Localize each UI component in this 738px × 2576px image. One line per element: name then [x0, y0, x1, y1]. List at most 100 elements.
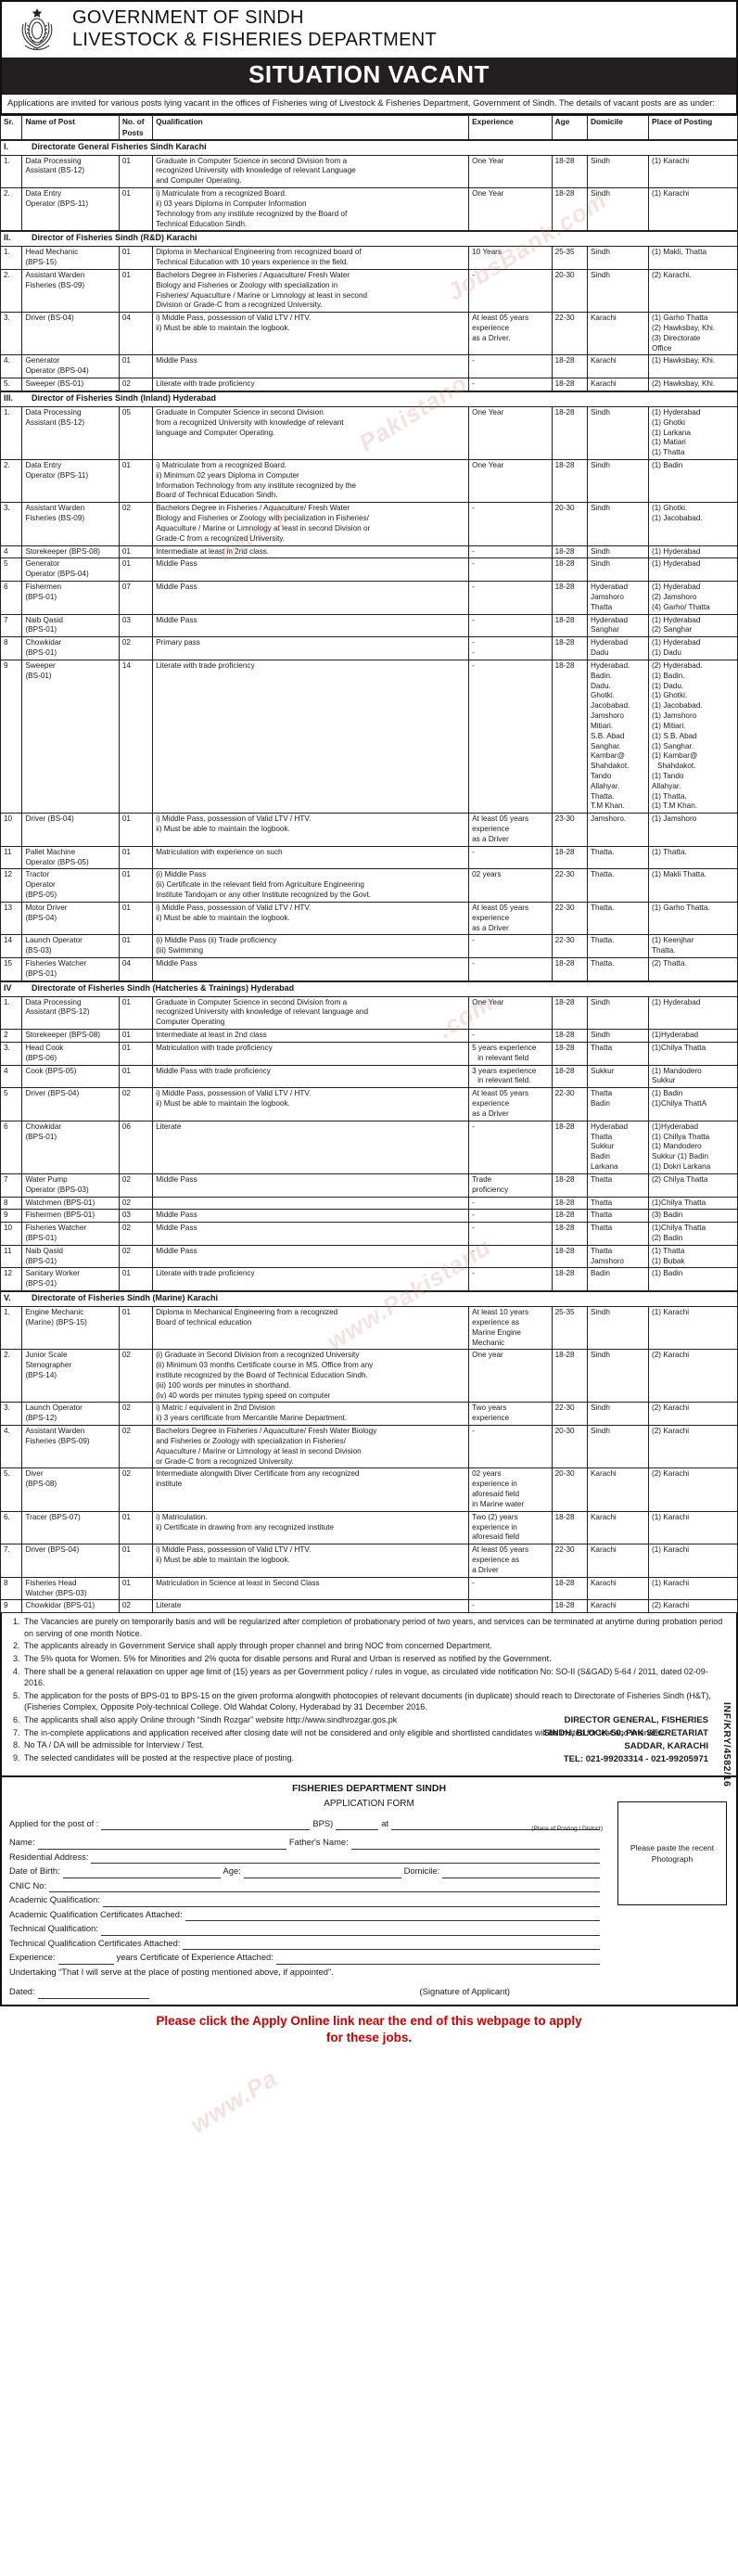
cell-experience: - [468, 1244, 553, 1269]
cell-qualification: Intermediate at least in 2nd class. [152, 545, 470, 559]
term-item: The applicants shall also apply Online t… [22, 1714, 729, 1726]
cell-place-of-posting: (1) Makli, Thatta [648, 246, 738, 270]
address-input[interactable] [91, 1853, 600, 1865]
cell-place-of-posting: (1) Badin [648, 1267, 738, 1292]
cell-experience: At least 05 years experience as a Driver. [468, 312, 553, 356]
cell-qualification: Middle Pass [152, 1244, 470, 1269]
cell-post-name: Generator Operator (BPS-04) [21, 557, 120, 583]
application-form: FISHERIES DEPARTMENT SINDH APPLICATION F… [0, 1776, 738, 2006]
cell-place-of-posting: (1) Thatta. [648, 845, 738, 870]
cell-no-of-posts: 01 [118, 1029, 154, 1043]
term-item: The selected candidates will be posted a… [22, 1752, 729, 1764]
place-of-posting-input[interactable] [391, 1820, 601, 1831]
cell-post-name: Head Mechanic (BPS-15) [21, 246, 120, 270]
cell-age: 18-28 [551, 187, 588, 232]
cell-domicile: Sindh [586, 1306, 650, 1351]
cell-place-of-posting: (1)Chilya Thatta (2) Badin [648, 1222, 738, 1246]
applied-for-input[interactable] [101, 1820, 311, 1831]
cell-qualification: i) Matriculate from a recognized Board. i… [152, 458, 470, 504]
org-line-2: LIVESTOCK & FISHERIES DEPARTMENT [72, 30, 438, 50]
situation-vacant-banner: SITUATION VACANT [0, 58, 738, 94]
vacancy-row: 8 Fisheries Head Watcher (BPS-03) 01 Matricu… [0, 1576, 738, 1601]
academic-qualification-input[interactable] [102, 1897, 600, 1907]
address-label: Residential Address: [9, 1851, 89, 1862]
domicile-input[interactable] [442, 1868, 601, 1878]
cell-experience: - [468, 1222, 553, 1246]
cnic-label: CNIC No: [9, 1879, 47, 1890]
cell-place-of-posting: (1) Mandodero Sukkur [648, 1064, 738, 1089]
vacancy-row: 4. Assistant Warden Fisheries (BPS-09) 02 Ba… [0, 1425, 738, 1469]
cell-qualification: Graduate in Computer Science in second D… [152, 995, 470, 1031]
cell-post-name: Driver (BPS-04) [21, 1087, 120, 1121]
cell-sr: 2. [0, 187, 23, 232]
cell-no-of-posts: 02 [118, 1467, 154, 1512]
academic-certificates-input[interactable] [184, 1911, 600, 1922]
cell-no-of-posts: 01 [118, 458, 154, 504]
technical-certificates-input[interactable] [183, 1940, 600, 1951]
cell-experience: - [468, 957, 553, 982]
dob-input[interactable] [62, 1868, 221, 1878]
experience-years-input[interactable] [57, 1954, 114, 1965]
cell-place-of-posting: (1) Karachi [648, 1306, 738, 1351]
name-input[interactable] [37, 1839, 286, 1850]
vacancy-row: 4 Cook (BPS-05) 01 Middle Pass with trade p… [0, 1064, 738, 1089]
cell-domicile: Hyderabad Thatta Sukkur Badin Larkana [586, 1120, 650, 1174]
term-item: There shall be a general relaxation on u… [22, 1666, 729, 1689]
cnic-row: CNIC No: [9, 1878, 603, 1893]
vacancy-row: 9 Chowkidar (BPS-01) 02 Literate -18-28 Karac… [0, 1599, 738, 1614]
cell-sr: 12 [0, 868, 23, 903]
cell-post-name: Chowkidar (BPS-01) [21, 636, 120, 660]
vacancy-row: 2. Junior Scale Stenographer (BPS-14) 02 (i) … [0, 1349, 738, 1403]
dated-input[interactable] [37, 1989, 149, 1999]
section-title: IV Directorate of Fisheries Sindh (Hatche… [0, 980, 738, 997]
cell-no-of-posts: 01 [118, 1306, 154, 1351]
cell-no-of-posts: 01 [118, 246, 154, 270]
cell-place-of-posting: (1) Thatta (1) Bubak [648, 1244, 738, 1269]
cell-post-name: Data Entry Operator (BPS-11) [21, 458, 120, 504]
cell-post-name: Assistant Warden Fisheries (BPS-09) [21, 1425, 120, 1469]
cell-experience: - [468, 659, 553, 814]
vacancy-row: 3. Assistant Warden Fisheries (BS-09) 02 Bac… [0, 502, 738, 546]
cell-age: 22-30 [551, 868, 588, 903]
section-header-row: V. Directorate of Fisheries Sindh (Marine… [0, 1290, 738, 1308]
cell-no-of-posts: 02 [118, 502, 154, 546]
cell-no-of-posts: 03 [118, 1209, 154, 1224]
cell-post-name: Junior Scale Stenographer (BPS-14) [21, 1349, 120, 1403]
cell-experience: - [468, 1576, 553, 1601]
authority-line-1: DIRECTOR GENERAL, FISHERIES [564, 1715, 708, 1726]
cell-post-name: Data Processing Assistant (BS-12) [21, 405, 120, 460]
cnic-input[interactable] [49, 1882, 600, 1893]
cell-domicile: Thatta [586, 1196, 650, 1211]
cell-domicile: Karachi [586, 1467, 650, 1512]
vacancy-row: 3. Launch Operator (BPS-12) 02 i) Matric / e… [0, 1402, 738, 1427]
experience-certificate-input[interactable] [275, 1954, 600, 1965]
age-input[interactable] [243, 1868, 401, 1878]
cell-qualification: Matriculation with experience on such [152, 845, 470, 870]
vacancy-row: 11 Pallet Machine Operator (BPS-05) 01 Matri… [0, 845, 738, 870]
cell-domicile: Thatta. [586, 934, 650, 959]
cell-domicile: Thatta [586, 1209, 650, 1224]
cell-domicile: Hyderabad Sanghar [586, 613, 650, 638]
cell-post-name: Head Cook (BPS-06) [21, 1041, 120, 1066]
cell-experience: At least 05 years experience as a Driver [468, 813, 553, 847]
father-name-input[interactable] [350, 1839, 601, 1850]
cell-domicile: Sindh [586, 1402, 650, 1427]
technical-qualification-input[interactable] [100, 1926, 600, 1936]
undertaking-text: Undertaking “That I will serve at the pl… [9, 1966, 334, 1977]
cell-post-name: Sanitary Worker (BPS-01) [21, 1267, 120, 1292]
cell-post-name: Watchmen (BPS-01) [21, 1196, 120, 1211]
cell-post-name: Engine Mechanic (Marine) (BPS-15) [21, 1306, 120, 1351]
cell-age: 23-30 [551, 813, 588, 847]
vacancy-row: 1. Engine Mechanic (Marine) (BPS-15) 01 Dipl… [0, 1306, 738, 1351]
cell-age: 20-30 [551, 502, 588, 546]
cell-age: 22-30 [551, 1402, 588, 1427]
cell-no-of-posts: 02 [118, 1222, 154, 1246]
section-header-row: I. Directorate General Fisheries Sindh Ka… [0, 138, 738, 156]
experience-label: Experience: [9, 1952, 56, 1963]
section-title: II. Director of Fisheries Sindh (R&D) Kar… [0, 230, 738, 248]
cell-age: 20-30 [551, 1467, 588, 1512]
cell-experience: - [468, 581, 553, 615]
cell-qualification: Graduate in Computer Science in second D… [152, 154, 470, 189]
bps-input[interactable] [336, 1820, 379, 1831]
age-label: Age: [223, 1865, 241, 1877]
